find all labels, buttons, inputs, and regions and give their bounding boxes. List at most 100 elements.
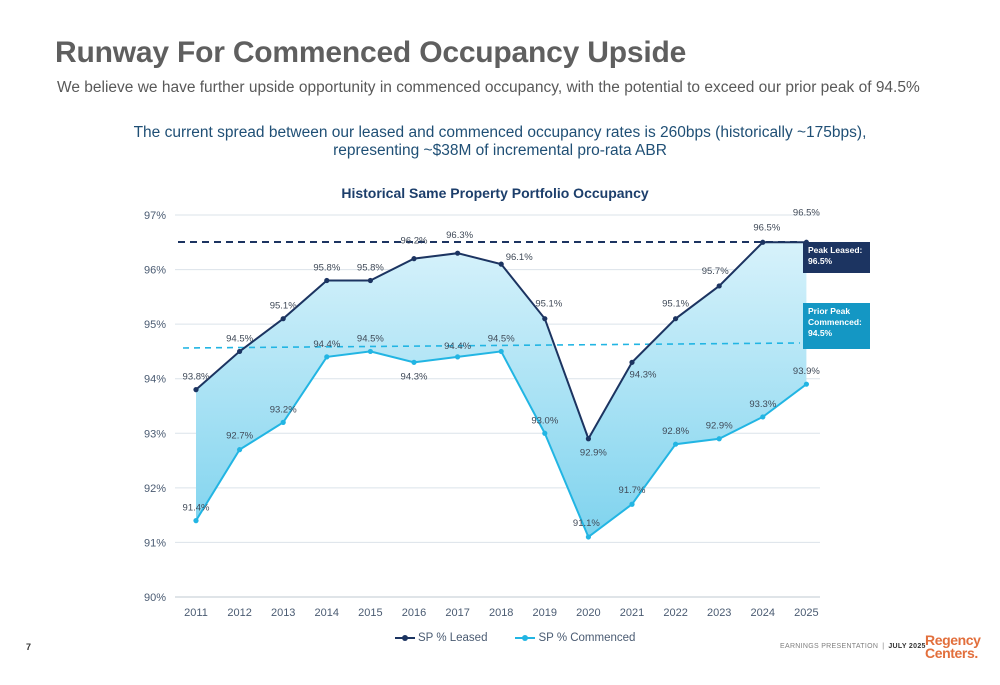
data-point-commenced xyxy=(542,430,548,436)
data-point-commenced xyxy=(237,447,243,453)
data-label-commenced: 92.9% xyxy=(706,421,733,432)
data-point-leased xyxy=(455,250,461,256)
data-point-leased xyxy=(193,387,199,393)
x-tick-label: 2013 xyxy=(271,607,295,619)
data-label-leased: 95.8% xyxy=(357,262,384,273)
data-label-commenced: 94.5% xyxy=(488,333,515,344)
prior-peak-badge-line3: 94.5% xyxy=(808,328,833,338)
data-point-commenced xyxy=(324,354,330,360)
legend-item-leased: SP % Leased xyxy=(395,632,487,644)
data-label-commenced: 91.1% xyxy=(573,518,600,529)
footer-left: EARNINGS PRESENTATION xyxy=(780,643,879,650)
y-tick-label: 94% xyxy=(144,374,166,386)
data-label-leased: 93.8% xyxy=(183,372,210,383)
legend-swatch-commenced xyxy=(515,633,536,643)
data-label-commenced: 93.0% xyxy=(531,415,558,426)
data-point-leased xyxy=(411,256,417,262)
data-label-leased: 96.5% xyxy=(793,207,820,218)
y-tick-label: 91% xyxy=(144,537,166,549)
data-point-commenced xyxy=(760,414,766,420)
peak-leased-badge-line1: Peak Leased: xyxy=(808,245,863,255)
data-label-leased: 95.1% xyxy=(535,299,562,310)
data-point-leased xyxy=(237,348,243,355)
data-point-leased xyxy=(673,316,679,322)
data-label-leased: 96.5% xyxy=(753,222,780,233)
regency-centers-logo: Regency Centers. xyxy=(925,632,981,661)
data-label-leased: 96.1% xyxy=(506,252,533,263)
data-point-leased xyxy=(585,436,592,442)
y-tick-label: 95% xyxy=(144,319,166,331)
data-label-commenced: 91.7% xyxy=(619,485,646,496)
prior-peak-badge-line1: Prior Peak xyxy=(808,306,851,316)
data-label-leased: 92.9% xyxy=(580,448,607,459)
chart-legend: SP % Leased SP % Commenced xyxy=(395,632,635,644)
x-tick-label: 2015 xyxy=(358,607,382,619)
data-label-leased: 95.7% xyxy=(702,266,729,277)
data-label-commenced: 92.8% xyxy=(662,426,689,437)
legend-label-leased: SP % Leased xyxy=(418,632,488,644)
y-tick-label: 93% xyxy=(144,428,166,440)
footer-text: EARNINGS PRESENTATION | JULY 2025 xyxy=(780,643,926,650)
data-label-commenced: 92.7% xyxy=(226,431,253,442)
logo-line-2: Centers. xyxy=(925,645,978,661)
data-point-leased xyxy=(498,261,504,267)
data-label-commenced: 94.4% xyxy=(444,341,471,352)
y-tick-label: 96% xyxy=(144,265,166,277)
data-point-commenced xyxy=(585,534,592,540)
x-tick-label: 2022 xyxy=(663,607,687,619)
callout-line-2: representing ~$38M of incremental pro-ra… xyxy=(333,142,667,159)
legend-label-commenced: SP % Commenced xyxy=(538,632,636,644)
data-label-commenced: 93.2% xyxy=(270,404,297,415)
callout-text: The current spread between our leased an… xyxy=(100,124,900,160)
data-label-leased: 95.8% xyxy=(313,262,340,273)
data-point-commenced xyxy=(629,501,635,507)
data-label-commenced: 94.5% xyxy=(357,333,384,344)
x-tick-label: 2025 xyxy=(794,607,818,619)
data-point-commenced xyxy=(716,436,722,442)
x-tick-label: 2024 xyxy=(751,607,775,619)
data-label-leased: 96.2% xyxy=(401,236,428,247)
x-tick-label: 2017 xyxy=(445,607,469,619)
x-tick-label: 2018 xyxy=(489,607,513,619)
data-point-commenced xyxy=(673,441,679,447)
data-label-leased: 96.3% xyxy=(446,230,473,241)
data-point-leased xyxy=(629,359,635,365)
prior-peak-badge-line2: Commenced: xyxy=(808,317,862,327)
data-label-commenced: 91.4% xyxy=(183,503,210,514)
x-tick-label: 2019 xyxy=(533,607,557,619)
x-tick-label: 2023 xyxy=(707,607,731,619)
data-point-leased xyxy=(367,277,373,284)
prior-peak-commenced-badge: Prior Peak Commenced: 94.5% xyxy=(803,303,870,349)
spread-area xyxy=(196,242,807,537)
x-tick-label: 2021 xyxy=(620,607,644,619)
data-label-commenced: 93.3% xyxy=(749,399,776,410)
data-point-commenced xyxy=(280,419,286,425)
x-tick-label: 2016 xyxy=(402,607,426,619)
data-point-commenced xyxy=(803,381,810,387)
data-point-leased xyxy=(542,316,548,322)
logo-line-1: Regency xyxy=(925,632,981,648)
chart-title: Historical Same Property Portfolio Occup… xyxy=(341,185,649,201)
peak-leased-badge: Peak Leased: 96.5% xyxy=(803,242,870,273)
x-tick-label: 2012 xyxy=(227,607,251,619)
peak-leased-badge-line2: 96.5% xyxy=(808,256,833,266)
page-title: Runway For Commenced Occupancy Upside xyxy=(55,36,687,69)
page-subtitle: We believe we have further upside opport… xyxy=(57,79,920,96)
footer-separator: | xyxy=(882,643,885,650)
x-tick-label: 2014 xyxy=(315,607,339,619)
data-label-leased: 95.1% xyxy=(662,299,689,310)
data-label-leased: 94.3% xyxy=(630,369,657,380)
data-label-commenced: 94.3% xyxy=(401,371,428,382)
data-label-commenced: 93.9% xyxy=(793,366,820,377)
data-label-commenced: 94.4% xyxy=(313,339,340,350)
data-point-leased xyxy=(716,283,722,289)
callout-line-1: The current spread between our leased an… xyxy=(133,124,867,141)
y-tick-label: 92% xyxy=(144,483,166,495)
data-label-leased: 94.5% xyxy=(226,333,253,344)
prior-peak-commenced-line xyxy=(182,342,801,349)
legend-item-commenced: SP % Commenced xyxy=(515,632,635,644)
data-label-leased: 95.1% xyxy=(270,301,297,312)
data-point-leased xyxy=(324,277,330,284)
y-tick-label: 90% xyxy=(144,592,166,604)
